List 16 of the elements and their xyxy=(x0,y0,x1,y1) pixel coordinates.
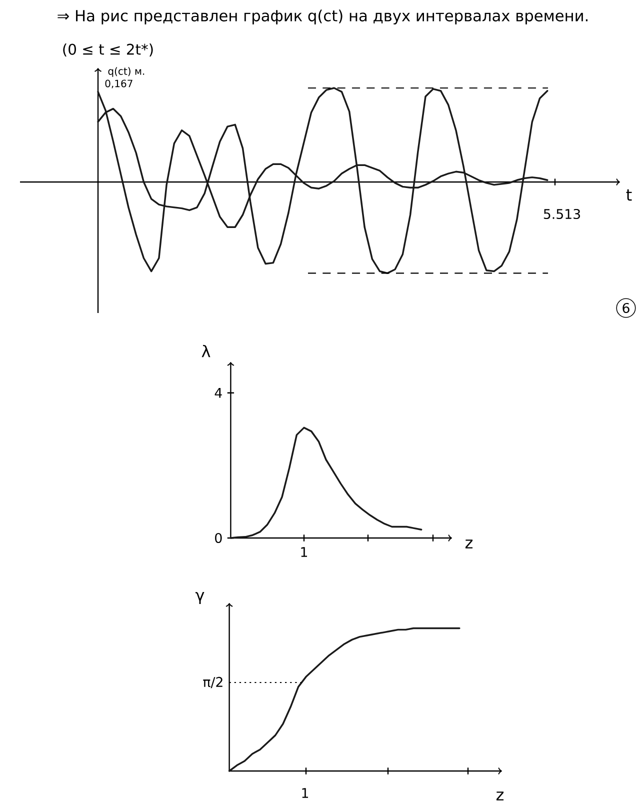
chart-title: ⇒ На рис представлен график q(ct) на двух интервалах времени. xyxy=(58,10,588,24)
annotation: 0,167 xyxy=(105,80,132,88)
text: 6 xyxy=(622,302,630,314)
text: 1 xyxy=(302,788,308,798)
text: 1 xyxy=(301,547,308,557)
y-axis-title: q(ct) м. xyxy=(108,67,144,77)
x-axis-title: z xyxy=(496,792,504,800)
chart-subtitle: (0 ≤ t ≤ 2t*) xyxy=(63,43,153,57)
y-axis-title: λ xyxy=(202,344,210,358)
annotation: 5.513 xyxy=(544,208,580,220)
x-axis-title: t xyxy=(626,189,632,201)
y-tick-label: 4 xyxy=(214,388,222,398)
y-axis-title: γ xyxy=(196,592,204,604)
ref-line-label: π/2 xyxy=(203,676,222,688)
x-axis-title: z xyxy=(465,540,473,548)
y-tick-label: 0 xyxy=(215,532,222,544)
